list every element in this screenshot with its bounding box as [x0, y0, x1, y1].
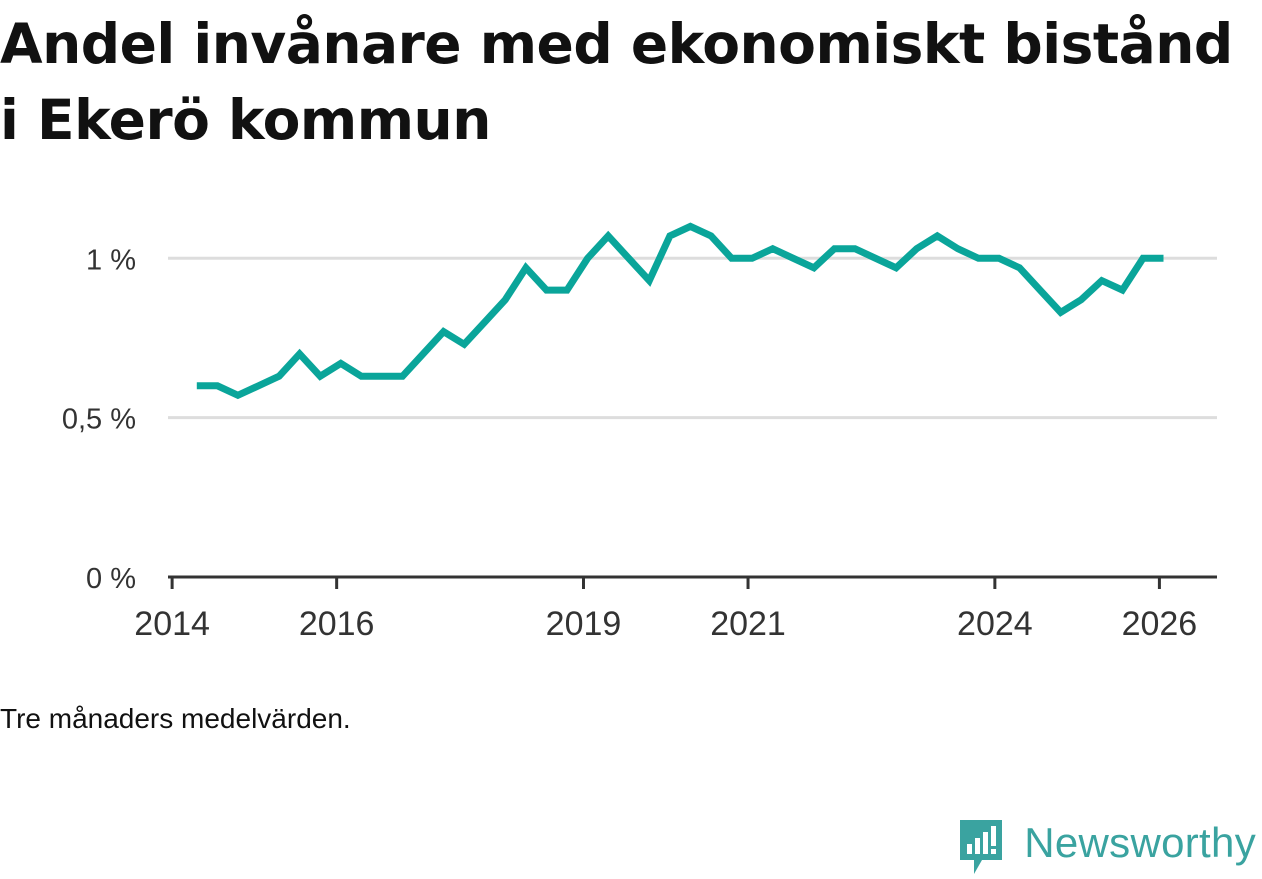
x-tick-label: 2024: [957, 605, 1033, 643]
brand-name: Newsworthy: [1024, 819, 1256, 866]
x-tick-label: 2026: [1122, 605, 1198, 643]
x-tick-label: 2019: [546, 605, 622, 643]
x-tick-label: 2021: [710, 605, 786, 643]
y-tick-label: 0,5 %: [62, 404, 136, 436]
brand-logo: Newsworthy: [956, 816, 1256, 878]
y-tick-label: 0 %: [86, 563, 136, 595]
axes: 0 % 0,5 % 1 % 2014 2016 2019 2021 2024 2026: [62, 244, 1217, 643]
line-chart: 0 % 0,5 % 1 % 2014 2016 2019 2021 2024 2026: [62, 222, 1217, 643]
chart-note: Tre månaders medelvärden.: [0, 703, 351, 734]
x-tick-label: 2016: [299, 605, 375, 643]
grid-lines: [168, 256, 1217, 420]
chart-title: Andel invånare med ekonomiskt bistånd i …: [0, 12, 1233, 152]
newsworthy-logo-icon: [960, 820, 1003, 874]
series-line-0: [196, 222, 1164, 400]
y-tick-label: 1 %: [86, 244, 136, 276]
series: [196, 222, 1164, 400]
x-tick-label: 2014: [134, 605, 210, 643]
